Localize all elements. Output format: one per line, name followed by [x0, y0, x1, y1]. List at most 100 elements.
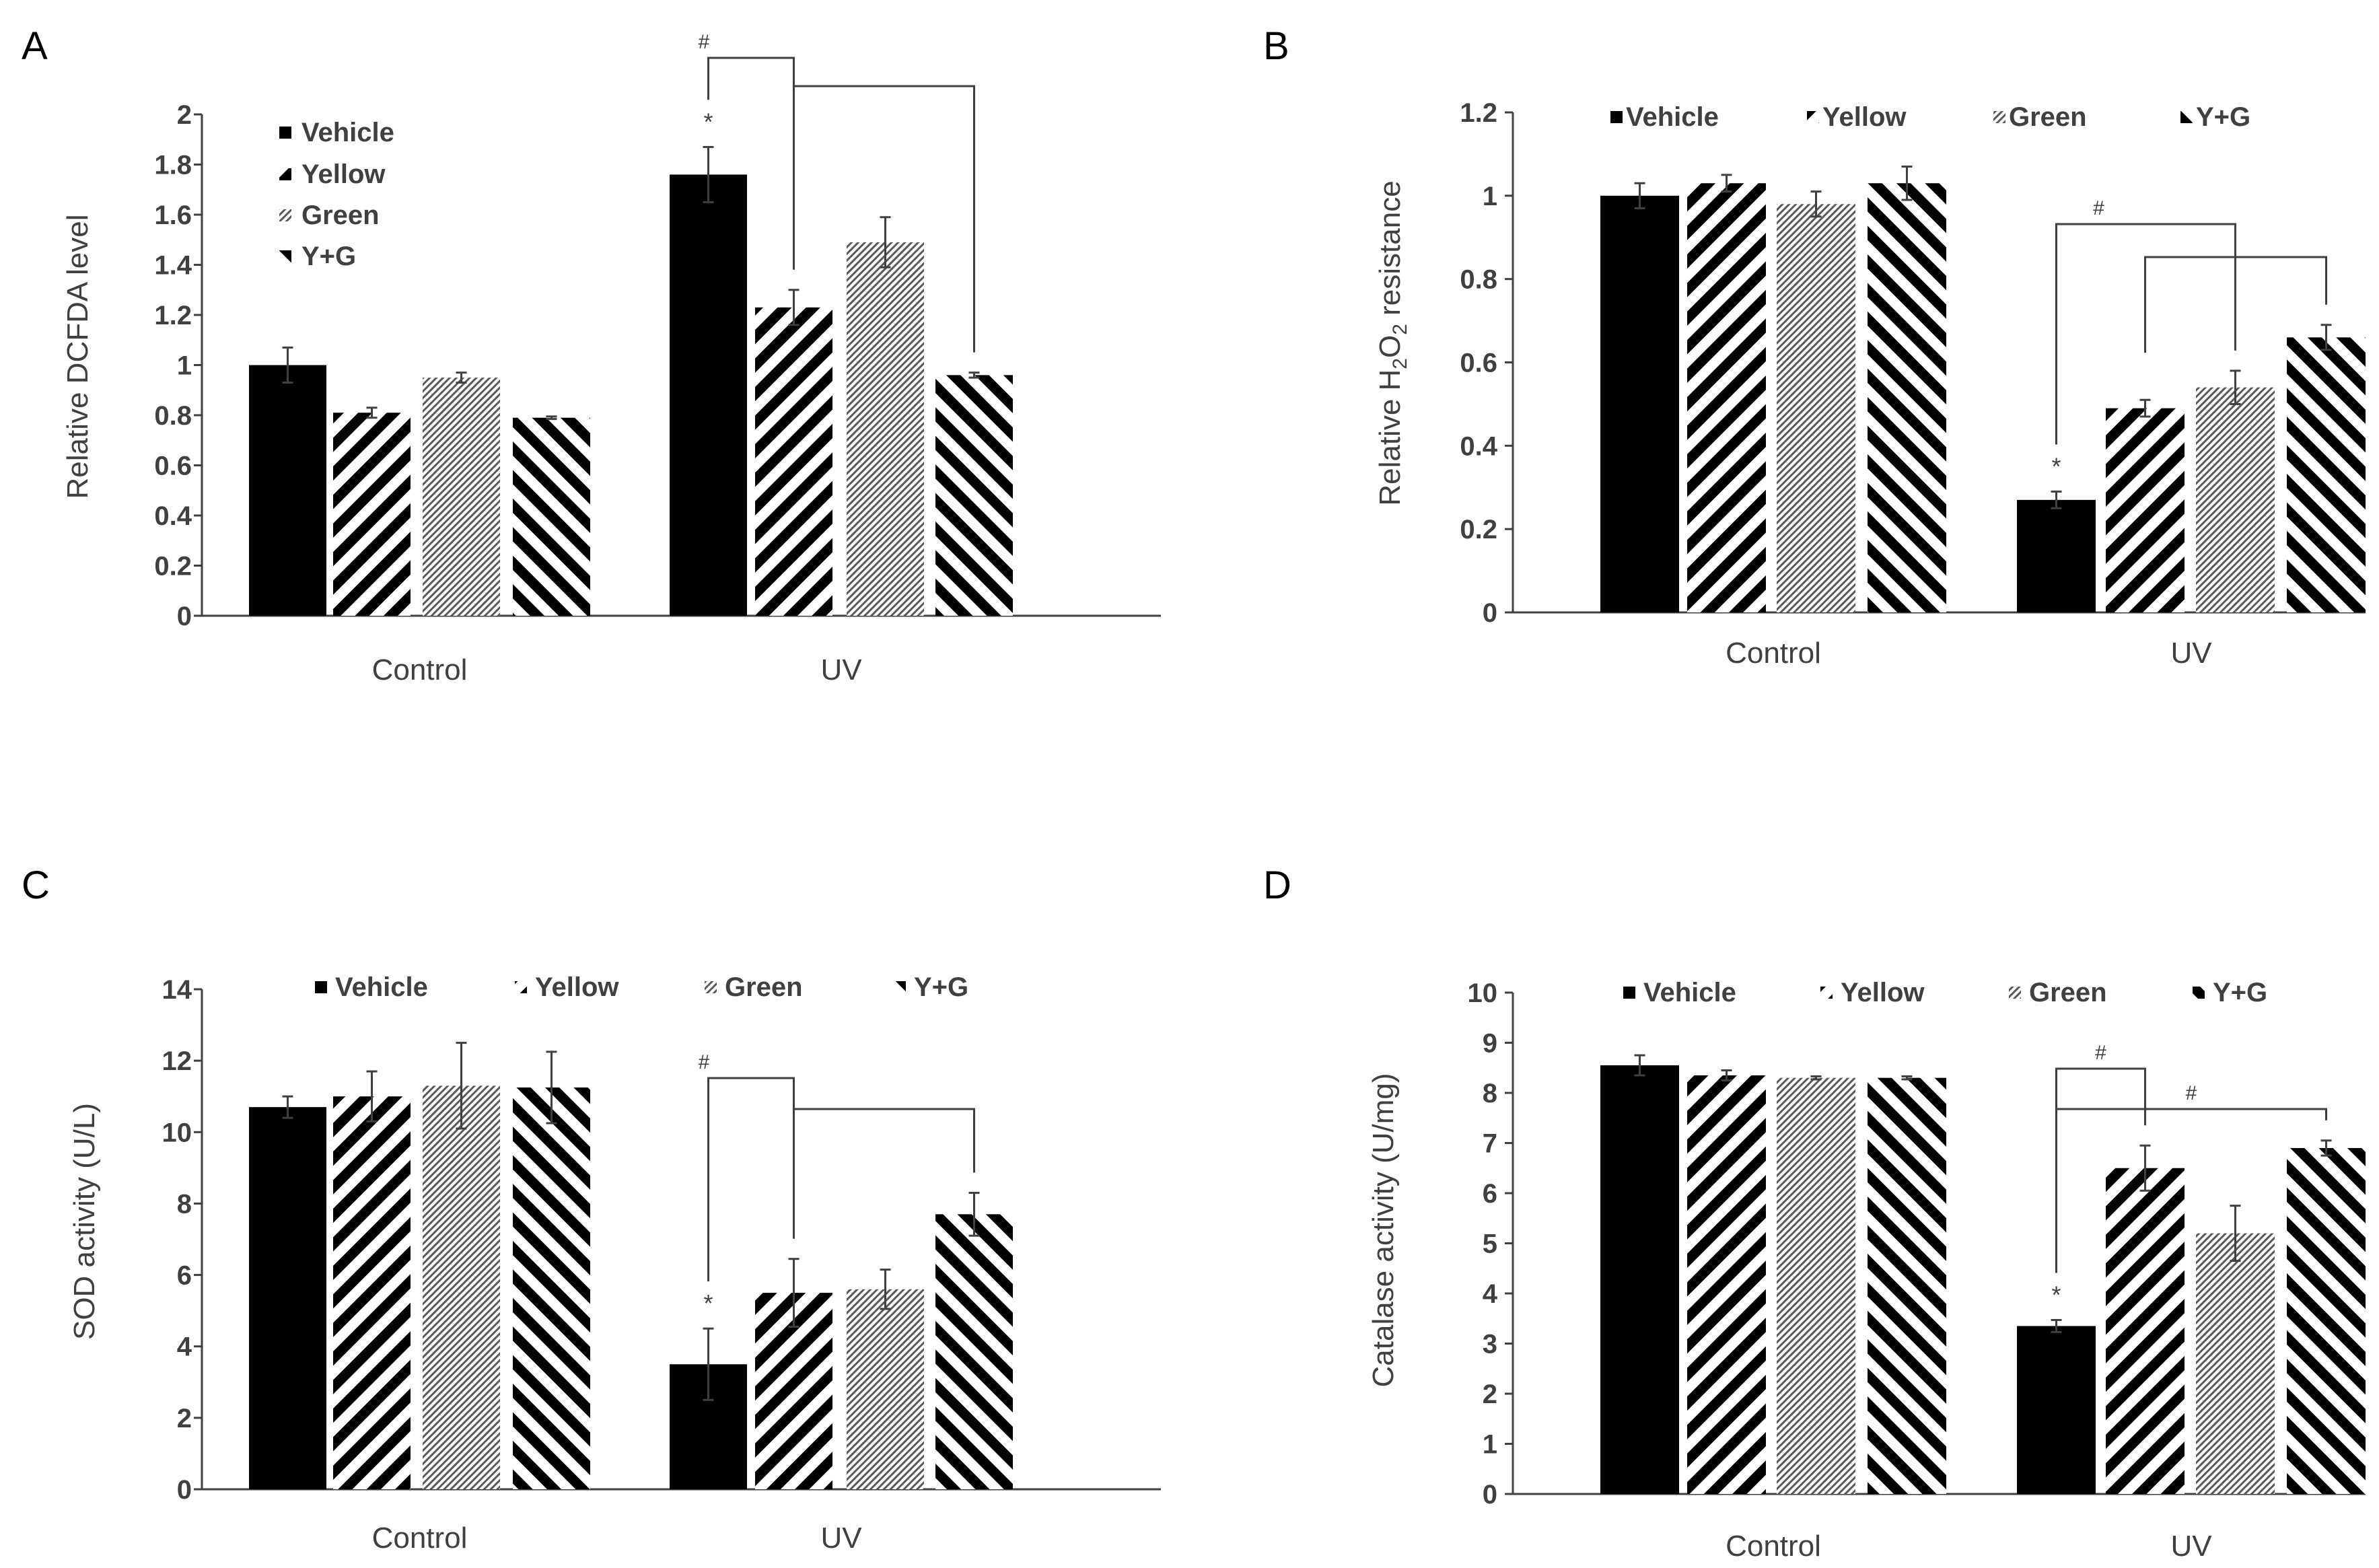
y-tick-label: 0.6: [1460, 349, 1497, 378]
y-tick-label: 5: [1483, 1230, 1497, 1259]
bar: [2106, 1168, 2185, 1494]
y-tick-label: 8: [1483, 1079, 1497, 1108]
comparison-bracket: [2144, 256, 2327, 353]
y-tick-label: 12: [162, 1046, 192, 1076]
bar: [1777, 204, 1855, 612]
legend-label-green: Green: [725, 972, 803, 1002]
bar: [847, 242, 924, 616]
panel-a-legend: Vehicle Yellow Green Y+G: [279, 118, 394, 271]
bar: [249, 1107, 326, 1489]
category-label: Control: [1726, 637, 1821, 670]
comparison-bracket: [793, 85, 975, 353]
category-label: UV: [820, 1522, 862, 1555]
legend-label-green: Green: [301, 201, 380, 230]
significance-hash: #: [2093, 197, 2104, 219]
panel-a-plot: 0 0.2 0.4 0.6 0.8 1 1.2 1.4 1.6 1.8 2 Control UV * #: [154, 31, 1161, 686]
panel-d-letter: D: [1263, 863, 1291, 907]
legend-swatch-vehicle: [315, 981, 327, 993]
panel-b-letter: B: [1263, 24, 1289, 68]
panel-c-legend: Vehicle Yellow Green Y+G: [315, 972, 968, 1002]
y-tick-label: 4: [177, 1332, 192, 1362]
panel-d-legend: Vehicle Yellow Green Y+G: [1623, 978, 2267, 1007]
category-label: UV: [2170, 637, 2212, 670]
significance-hash: #: [699, 1051, 710, 1073]
bar: [2196, 1233, 2275, 1494]
category-label: UV: [2170, 1530, 2212, 1563]
y-tick-label: 0.4: [154, 501, 192, 531]
panel-d-plot: 0 1 2 3 4 5 6 7 8 9 10 Control UV * # #: [1468, 978, 2366, 1563]
legend-swatch-yg: [279, 250, 291, 262]
legend-swatch-green: [279, 209, 291, 221]
panel-b-plot: 0 0.2 0.4 0.6 0.8 1 1.2 Control UV * #: [1460, 98, 2366, 670]
legend-swatch-yg: [894, 981, 906, 993]
legend-swatch-yg: [2180, 111, 2193, 123]
y-tick-label: 7: [1483, 1129, 1497, 1159]
panel-c-letter: C: [22, 863, 50, 907]
bar: [1777, 1077, 1855, 1494]
legend-swatch-green: [2009, 987, 2021, 999]
y-tick-label: 3: [1483, 1330, 1497, 1359]
comparison-bracket: [793, 1108, 975, 1212]
y-tick-label: 2: [177, 1404, 192, 1433]
legend-label-yellow: Yellow: [535, 972, 619, 1002]
bar: [755, 307, 832, 616]
y-tick-label: 0.2: [154, 552, 192, 581]
bar: [1687, 183, 1766, 613]
y-tick-label: 4: [1483, 1279, 1498, 1309]
y-tick-label: 1.8: [154, 151, 192, 180]
y-tick-label: 0.6: [154, 452, 192, 481]
legend-swatch-vehicle: [1623, 987, 1635, 999]
significance-hash: #: [699, 31, 710, 53]
bar: [1868, 1077, 1946, 1494]
y-tick-label: 8: [177, 1189, 192, 1219]
y-tick-label: 10: [1468, 978, 1498, 1008]
comparison-bracket: [2055, 1108, 2327, 1273]
y-tick-label: 0.2: [1460, 515, 1497, 544]
significance-star: *: [2051, 452, 2061, 480]
legend-swatch-yellow: [515, 981, 527, 993]
bar: [513, 1087, 590, 1489]
legend-label-vehicle: Vehicle: [1643, 978, 1736, 1007]
legend-swatch-yellow: [1820, 987, 1833, 999]
bar: [2106, 408, 2185, 612]
y-tick-label: 1: [1483, 182, 1497, 211]
bar: [423, 378, 500, 616]
bar: [1868, 183, 1946, 613]
panel-b-legend: Vehicle Yellow Green Y+G: [1610, 102, 2250, 132]
legend-label-yg: Y+G: [2196, 102, 2250, 132]
significance-star: *: [703, 1289, 713, 1317]
panel-b-y-axis-label: Relative H2O2 resistance: [1374, 180, 1411, 505]
bar: [333, 1096, 411, 1489]
legend-label-green: Green: [2029, 978, 2107, 1007]
y-tick-label: 1.4: [154, 251, 192, 281]
y-tick-label: 9: [1483, 1029, 1497, 1059]
legend-swatch-green: [1993, 111, 2005, 123]
panel-b: B Relative H2O2 resistance 0 0.2 0.4 0.6 0.8…: [1263, 24, 2366, 670]
bar: [670, 174, 747, 616]
y-tick-label: 1.2: [154, 301, 192, 330]
legend-label-yg: Y+G: [2213, 978, 2267, 1007]
panel-d-y-axis-label: Catalase activity (U/mg): [1367, 1073, 1400, 1387]
y-tick-label: 0.4: [1460, 431, 1497, 461]
bar: [2017, 1326, 2096, 1494]
bar: [2287, 337, 2366, 612]
panel-a-y-axis-label: Relative DCFDA level: [61, 214, 94, 499]
legend-swatch-vehicle: [279, 127, 291, 139]
y-tick-label: 1: [1483, 1430, 1497, 1460]
bar: [935, 375, 1013, 616]
category-label: UV: [820, 653, 862, 686]
y-tick-label: 0.8: [154, 401, 192, 431]
bar: [2196, 387, 2275, 612]
significance-star: *: [2051, 1281, 2061, 1308]
bar: [2017, 499, 2096, 612]
bar: [1687, 1075, 1766, 1494]
y-tick-label: 2: [177, 100, 192, 130]
y-tick-label: 14: [162, 975, 192, 1005]
legend-swatch-yg: [2193, 987, 2205, 999]
legend-swatch-yellow: [1807, 111, 1819, 123]
y-tick-label: 6: [1483, 1179, 1497, 1209]
legend-label-vehicle: Vehicle: [1626, 102, 1719, 132]
y-tick-label: 1: [177, 351, 192, 381]
y-tick-label: 0: [1483, 598, 1497, 628]
